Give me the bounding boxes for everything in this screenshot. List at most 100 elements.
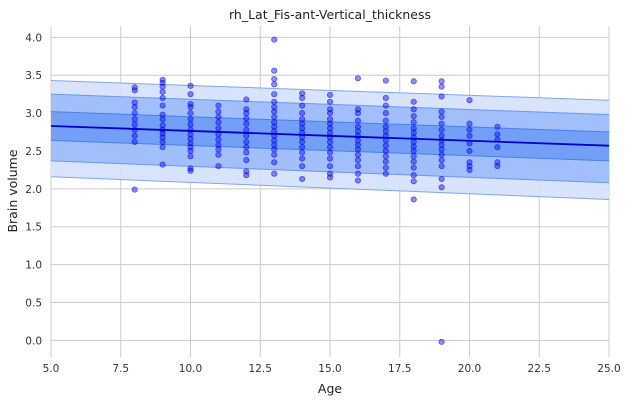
data-point: [438, 151, 445, 158]
data-point: [243, 149, 250, 156]
data-point: [494, 123, 501, 130]
data-point: [466, 159, 473, 166]
data-point: [326, 120, 334, 127]
data-point: [271, 36, 278, 43]
data-point: [299, 125, 306, 132]
x-axis-label: Age: [318, 381, 342, 396]
data-point: [494, 159, 501, 166]
x-tick-label: 5.0: [43, 363, 60, 375]
data-point: [187, 165, 194, 172]
data-point: [243, 126, 250, 133]
data-point: [299, 144, 306, 151]
data-point: [410, 106, 417, 113]
data-point: [438, 163, 445, 170]
data-point: [159, 102, 166, 109]
data-point: [187, 121, 194, 128]
y-tick-label: 1.5: [25, 222, 42, 234]
band-middle-lower-edge: [50, 160, 610, 184]
data-point: [382, 142, 389, 149]
data-point: [382, 153, 389, 160]
data-point: [438, 83, 445, 90]
data-point: [326, 116, 334, 123]
data-point: [271, 91, 278, 98]
data-point: [438, 175, 445, 183]
y-tick-label: 3.5: [25, 70, 42, 82]
data-point: [410, 172, 417, 179]
data-point: [438, 120, 445, 127]
data-point: [159, 94, 166, 102]
data-point: [271, 159, 278, 166]
x-tick-label: 25.0: [597, 363, 620, 375]
data-point: [326, 149, 334, 156]
data-point: [299, 163, 306, 170]
data-point: [299, 120, 306, 127]
y-tick-label: 2.0: [25, 184, 42, 196]
x-tick-label: 15.0: [318, 363, 341, 375]
data-point: [326, 106, 334, 113]
data-point: [299, 110, 306, 117]
data-point: [382, 164, 389, 171]
data-point: [438, 338, 445, 345]
data-point: [271, 137, 278, 144]
data-point: [438, 132, 445, 139]
data-point: [410, 125, 417, 132]
x-tick-label: 7.5: [112, 363, 129, 375]
data-point: [410, 78, 417, 85]
data-point: [215, 113, 222, 120]
data-point: [215, 119, 222, 126]
data-point: [159, 144, 166, 151]
data-point: [299, 94, 306, 102]
data-point: [326, 144, 334, 151]
data-point: [382, 117, 389, 124]
data-point: [410, 153, 417, 160]
data-point: [159, 138, 166, 145]
data-point: [187, 91, 194, 98]
data-point: [187, 82, 194, 89]
data-point: [299, 149, 306, 156]
y-axis-label: Brain volume: [5, 149, 20, 232]
data-point: [354, 106, 361, 113]
data-point: [131, 116, 138, 123]
data-point: [243, 138, 250, 145]
data-point: [410, 178, 417, 185]
data-point: [354, 141, 361, 148]
data-point: [159, 116, 166, 123]
data-point: [271, 113, 278, 120]
data-point: [438, 93, 445, 100]
data-point: [494, 144, 501, 151]
data-point: [466, 120, 473, 127]
data-point: [271, 141, 278, 148]
data-point: [326, 163, 334, 170]
data-point: [326, 138, 334, 145]
data-point: [131, 138, 138, 145]
data-point: [410, 164, 417, 171]
data-point: [243, 132, 250, 139]
y-tick-label: 3.0: [25, 108, 42, 120]
data-point: [382, 94, 389, 102]
data-point: [382, 147, 389, 155]
data-point: [243, 168, 250, 175]
band-inner-lower-edge: [50, 139, 610, 162]
y-tick-label: 0.5: [25, 297, 42, 309]
data-point: [466, 126, 473, 133]
data-point: [159, 122, 166, 129]
data-point: [131, 110, 138, 117]
data-point: [299, 138, 306, 145]
band-outer-upper-edge: [50, 80, 610, 101]
data-point: [159, 76, 166, 83]
data-point: [131, 121, 138, 128]
y-tick-label: 1.0: [25, 260, 42, 272]
data-point: [410, 196, 417, 203]
data-point: [466, 132, 473, 139]
data-point: [354, 146, 361, 153]
data-point: [215, 102, 222, 109]
data-point: [271, 123, 278, 130]
data-point: [131, 186, 138, 193]
data-point: [299, 175, 306, 183]
band-outer-lower-edge: [50, 176, 610, 200]
data-point: [131, 103, 138, 111]
data-point: [410, 113, 417, 120]
data-point: [187, 167, 194, 174]
data-point: [466, 97, 473, 104]
